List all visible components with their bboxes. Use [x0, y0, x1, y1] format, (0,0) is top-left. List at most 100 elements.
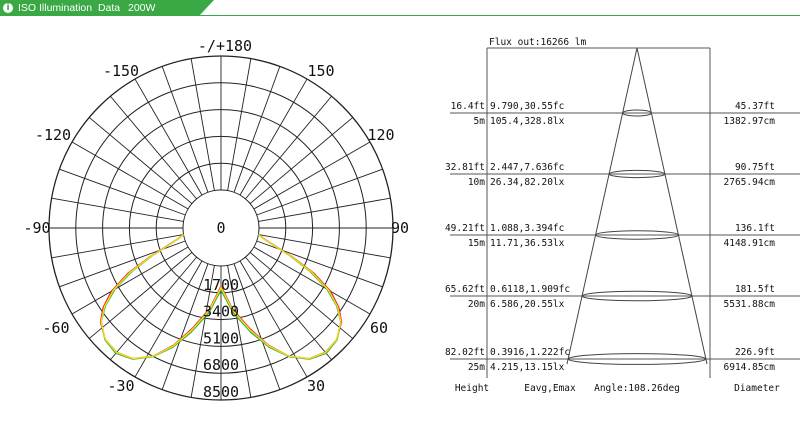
diameter-ft: 45.37ft — [735, 101, 775, 112]
diameter-cm: 1382.97cm — [724, 116, 776, 127]
polar-chart: -/+180 -150 150 -120 120 -90 90 -60 60 -30 30 0 1700… — [23, 37, 409, 401]
diameter-cm: 5531.88cm — [724, 299, 776, 310]
banner-title: ISO Illumination Data — [18, 2, 121, 14]
banner-power: 200W — [128, 2, 156, 14]
angle-label: -150 — [103, 62, 139, 80]
radial-label: 3400 — [203, 303, 239, 321]
polar-spoke — [245, 95, 332, 200]
height-ft: 32.81ft — [445, 162, 485, 173]
illuminance-lx: 4.215,13.15lx — [490, 362, 565, 373]
angle-label: -/+180 — [198, 37, 252, 55]
illuminance-fc: 0.3916,1.222fc — [490, 347, 570, 358]
height-m: 5m — [474, 116, 486, 127]
illuminance-lx: 26.34,82.20lx — [490, 177, 565, 188]
angle-label: 30 — [307, 377, 325, 395]
cone-edge-left — [566, 47, 638, 365]
angle-label: 150 — [307, 62, 334, 80]
cone-ellipse — [622, 109, 652, 117]
cone-ellipse — [581, 290, 693, 302]
polar-spoke — [190, 58, 215, 191]
illuminance-fc: 2.447,7.636fc — [490, 162, 564, 173]
angle-label: -120 — [35, 126, 71, 144]
diameter-ft: 90.75ft — [735, 162, 775, 173]
radial-label: 5100 — [203, 329, 239, 347]
polar-spoke — [258, 197, 391, 222]
polar-spoke — [239, 78, 308, 196]
cone-labels: 16.4ft 5m 9.790,30.55fc 105.4,328.8lx 45.37f… — [445, 37, 780, 394]
height-ft: 49.21ft — [445, 223, 485, 234]
height-m: 10m — [468, 177, 485, 188]
footer-diameter: Diameter — [734, 383, 780, 394]
angle-label: 120 — [367, 126, 394, 144]
height-m: 15m — [468, 238, 485, 249]
header-divider — [0, 15, 800, 16]
diameter-cm: 4148.91cm — [724, 238, 776, 249]
flux-label: Flux out:16266 lm — [489, 37, 587, 48]
polar-spoke — [256, 168, 383, 216]
polar-spoke — [227, 58, 252, 191]
polar-spoke — [51, 234, 184, 259]
cone-ellipse — [567, 353, 707, 365]
polar-spoke — [161, 263, 209, 390]
cone-edge-right — [636, 47, 708, 365]
diameter-ft: 136.1ft — [735, 223, 775, 234]
polar-spoke — [88, 252, 193, 339]
polar-labels: -/+180 -150 150 -120 120 -90 90 -60 60 -30 30 0 1700… — [23, 37, 409, 401]
illuminance-lx: 11.71,36.53lx — [490, 238, 565, 249]
height-ft: 82.02ft — [445, 347, 485, 358]
polar-spoke — [59, 168, 186, 216]
polar-spoke — [249, 117, 354, 204]
polar-spoke — [233, 66, 281, 193]
height-ft: 65.62ft — [445, 284, 485, 295]
footer-angle: Angle:108.26deg — [594, 383, 680, 394]
radial-label: 1700 — [203, 276, 239, 294]
polar-spoke — [253, 141, 371, 210]
illuminance-fc: 1.088,3.394fc — [490, 223, 564, 234]
title-banner — [0, 0, 214, 16]
polar-spoke — [233, 263, 281, 390]
cone-ellipse — [608, 169, 666, 179]
diameter-ft: 226.9ft — [735, 347, 775, 358]
cone-chart: 16.4ft 5m 9.790,30.55fc 105.4,328.8lx 45.37f… — [445, 37, 800, 394]
polar-spoke — [249, 252, 354, 339]
height-m: 20m — [468, 299, 485, 310]
cone-ellipse — [595, 230, 679, 240]
polar-spoke — [71, 246, 189, 315]
polar-spoke — [134, 78, 203, 196]
header-bar: i ISO Illumination Data 200W — [0, 0, 800, 16]
angle-label: -90 — [23, 219, 50, 237]
angle-label: 60 — [370, 319, 388, 337]
polar-series — [99, 234, 343, 360]
illuminance-lx: 105.4,328.8lx — [490, 116, 565, 127]
angle-label: 0 — [216, 219, 225, 237]
info-dot-icon: i — [3, 3, 13, 13]
polar-spoke — [88, 117, 193, 204]
footer-height: Height — [455, 383, 489, 394]
radial-label: 6800 — [203, 356, 239, 374]
polar-spoke — [227, 265, 252, 398]
polar-spoke — [110, 256, 197, 361]
angle-label: -30 — [107, 377, 134, 395]
cone-grid — [450, 47, 800, 378]
diameter-ft: 181.5ft — [735, 284, 775, 295]
illuminance-fc: 0.6118,1.909fc — [490, 284, 570, 295]
polar-spoke — [161, 66, 209, 193]
polar-spoke — [245, 256, 332, 361]
diameter-cm: 6914.85cm — [724, 362, 776, 373]
diameter-cm: 2765.94cm — [724, 177, 776, 188]
angle-label: -60 — [42, 319, 69, 337]
illuminance-lx: 6.586,20.55lx — [490, 299, 565, 310]
polar-spoke — [258, 234, 391, 259]
polar-spoke — [253, 246, 371, 315]
radial-label: 8500 — [203, 383, 239, 401]
angle-label: 90 — [391, 219, 409, 237]
height-ft: 16.4ft — [451, 101, 485, 112]
polar-spoke — [110, 95, 197, 200]
footer-eavg: Eavg,Emax — [524, 383, 576, 394]
polar-spoke — [190, 265, 215, 398]
height-m: 25m — [468, 362, 485, 373]
illuminance-fc: 9.790,30.55fc — [490, 101, 564, 112]
polar-series-curve — [100, 234, 342, 360]
polar-spoke — [71, 141, 189, 210]
polar-spoke — [51, 197, 184, 222]
